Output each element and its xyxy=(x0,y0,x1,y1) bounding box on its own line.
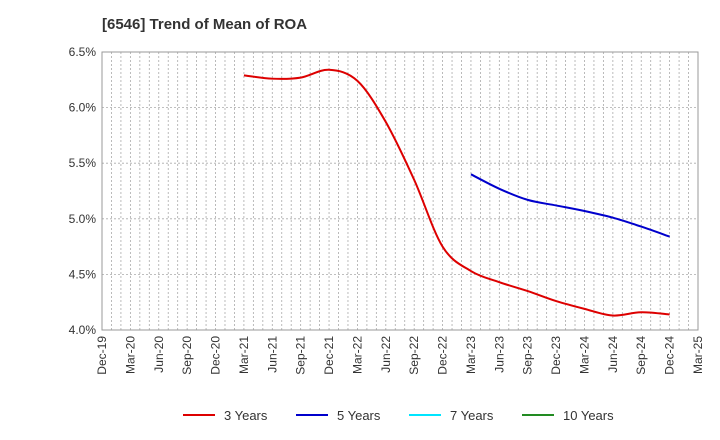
x-tick-label: Jun-20 xyxy=(152,336,166,373)
y-tick-label: 6.0% xyxy=(69,101,97,115)
x-tick-label: Dec-20 xyxy=(209,336,223,375)
y-axis: 6.5% 6.0% 5.5% 5.0% 4.5% 4.0% xyxy=(69,45,97,337)
x-tick-label: Dec-24 xyxy=(663,336,677,375)
x-tick-label: Mar-23 xyxy=(464,336,478,374)
y-tick-label: 5.0% xyxy=(69,212,97,226)
x-tick-label: Sep-21 xyxy=(294,336,308,375)
y-tick-label: 6.5% xyxy=(69,45,97,59)
legend-label: 10 Years xyxy=(563,408,614,423)
x-tick-label: Dec-19 xyxy=(95,336,109,375)
y-tick-label: 4.5% xyxy=(69,267,97,281)
x-tick-label: Sep-24 xyxy=(634,336,648,375)
x-tick-label: Sep-22 xyxy=(407,336,421,375)
legend-label: 5 Years xyxy=(337,408,381,423)
x-tick-label: Mar-24 xyxy=(577,336,591,374)
x-tick-label: Jun-23 xyxy=(492,336,506,373)
legend-label: 7 Years xyxy=(450,408,494,423)
plot-area xyxy=(101,51,699,331)
legend-label: 3 Years xyxy=(224,408,268,423)
x-tick-label: Jun-22 xyxy=(379,336,393,373)
x-tick-label: Jun-21 xyxy=(265,336,279,373)
x-axis: Dec-19 Mar-20 Jun-20 Sep-20 Dec-20 Mar-21 Jun-… xyxy=(95,336,705,375)
x-tick-label: Mar-22 xyxy=(350,336,364,374)
series-lines xyxy=(243,68,670,317)
x-tick-label: Mar-21 xyxy=(237,336,251,374)
x-tick-label: Sep-20 xyxy=(180,336,194,375)
x-tick-label: Mar-25 xyxy=(691,336,705,374)
x-tick-label: Mar-20 xyxy=(123,336,137,374)
chart-title: [6546] Trend of Mean of ROA xyxy=(102,16,307,33)
x-tick-label: Dec-23 xyxy=(549,336,563,375)
y-tick-label: 5.5% xyxy=(69,156,97,170)
x-tick-label: Sep-23 xyxy=(521,336,535,375)
series-line-5-years xyxy=(470,173,670,238)
series-line-3-years xyxy=(243,68,670,317)
y-tick-label: 4.0% xyxy=(69,323,97,337)
x-tick-label: Jun-24 xyxy=(606,336,620,373)
legend: 3 Years 5 Years 7 Years 10 Years xyxy=(183,408,614,423)
grid xyxy=(102,51,698,331)
x-tick-label: Dec-22 xyxy=(436,336,450,375)
x-tick-label: Dec-21 xyxy=(322,336,336,375)
